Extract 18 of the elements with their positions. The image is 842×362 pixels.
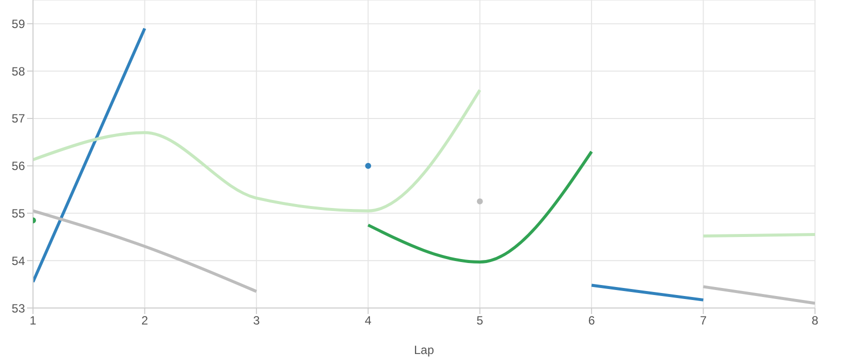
point <box>476 198 483 204</box>
x-tick-label: 6 <box>588 314 596 328</box>
y-tick-label: 57 <box>12 112 26 126</box>
x-axis-title: Lap <box>414 343 434 357</box>
y-tick-label: 59 <box>12 16 26 31</box>
y-tick-label: 54 <box>12 254 26 268</box>
x-tick-label: 4 <box>364 314 372 328</box>
y-tick-label: 55 <box>12 206 26 220</box>
x-tick-label: 2 <box>141 314 148 328</box>
y-tick-label: 58 <box>12 64 26 78</box>
y-tick-label: 53 <box>12 301 26 316</box>
x-tick-label: 1 <box>30 314 37 328</box>
x-tick-label: 7 <box>700 314 707 328</box>
x-tick-label: 5 <box>476 314 484 328</box>
y-tick-label: 56 <box>12 159 26 174</box>
point <box>365 162 372 169</box>
x-tick-label: 8 <box>812 314 819 328</box>
x-tick-label: 3 <box>253 314 260 328</box>
